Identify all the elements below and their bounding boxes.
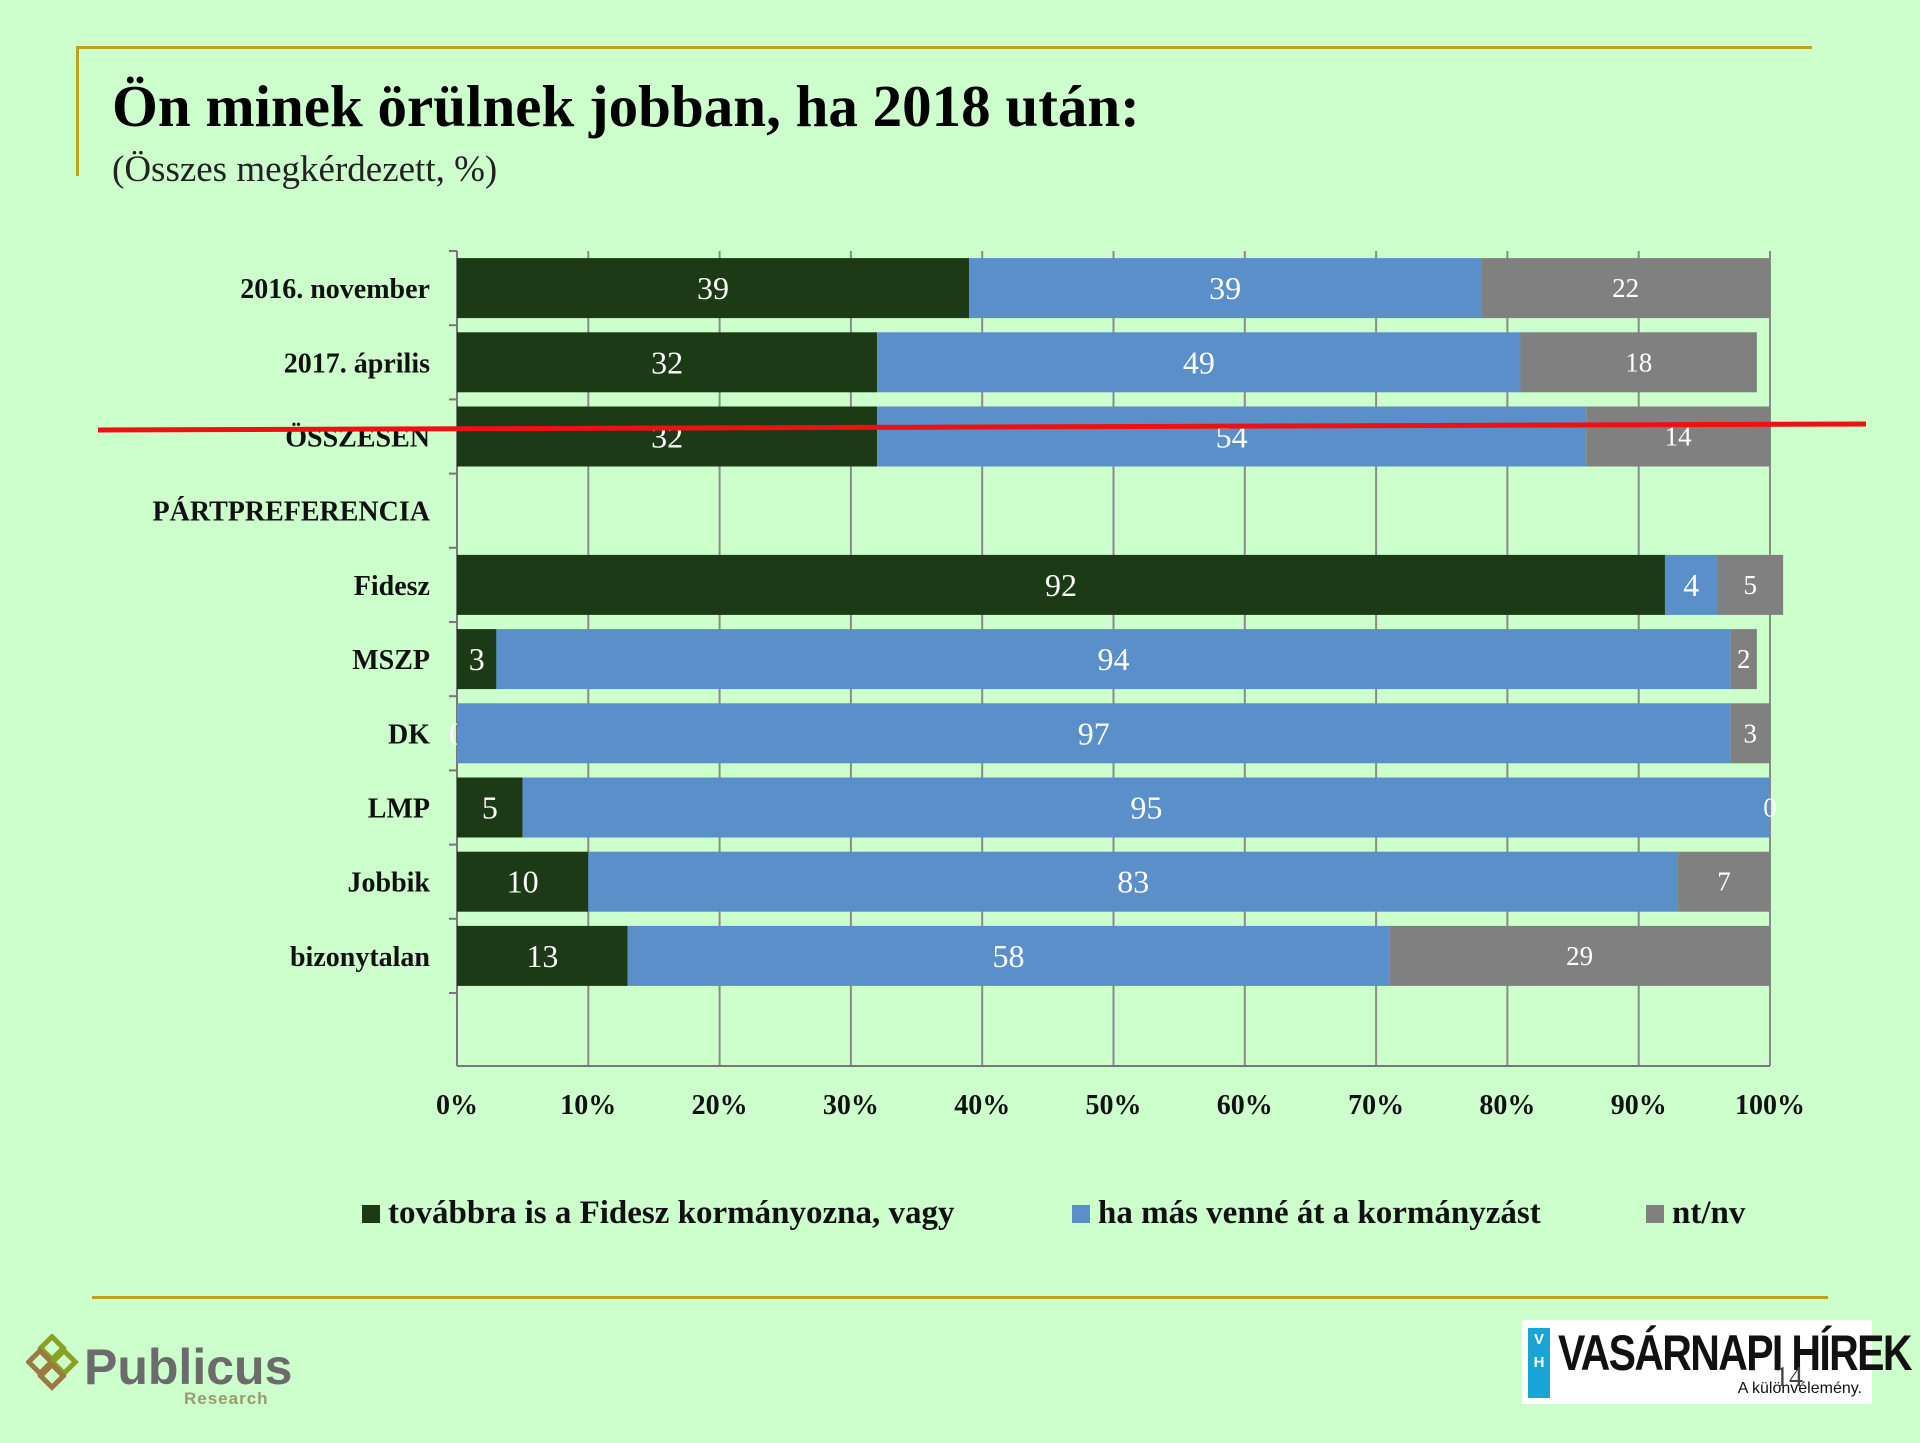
page-title: Ön minek örülnek jobban, ha 2018 után: (112, 73, 1140, 139)
page-subtitle: (Összes megkérdezett, %) (112, 149, 498, 190)
data-label: 83 (1117, 864, 1149, 900)
legend-label-ntnv: nt/nv (1672, 1195, 1746, 1231)
bar-segment (457, 406, 878, 467)
frame-top-line (76, 46, 1812, 49)
vh-tagline: A különvélemény. (1737, 1380, 1862, 1397)
vh-badge: V H (1528, 1328, 1550, 1398)
chart-legend: továbbra is a Fidesz kormányozna, vagy h… (0, 1195, 1920, 1245)
data-label: 49 (1183, 344, 1215, 380)
data-label: 95 (1130, 790, 1162, 826)
category-label: 2016. november (240, 274, 430, 305)
legend-label-fidesz: továbbra is a Fidesz kormányozna, vagy (388, 1195, 955, 1231)
legend-swatch-other (1072, 1204, 1090, 1223)
x-tick-label: 50% (1086, 1090, 1142, 1121)
bar-segment (457, 777, 523, 838)
bar-segment (457, 629, 497, 690)
data-label: 10 (507, 864, 539, 900)
bar-segment (877, 332, 1521, 393)
data-label: 7 (1717, 867, 1731, 897)
data-label: 18 (1625, 347, 1652, 377)
bar-segment (877, 406, 1587, 467)
publicus-diamond-icon (25, 1333, 79, 1391)
bar-segment (969, 258, 1482, 319)
data-label: 32 (651, 419, 683, 455)
bar-segment (1586, 406, 1770, 467)
bar-segment (1481, 258, 1770, 319)
data-label: 22 (1612, 273, 1639, 303)
bar-segment (522, 777, 1770, 838)
legend-label-other: ha más venné át a kormányzást (1098, 1195, 1541, 1231)
category-label: PÁRTPREFERENCIA (153, 497, 431, 528)
bar-segment (457, 258, 970, 319)
bar-segment (1717, 554, 1784, 615)
frame-left-line (76, 46, 79, 176)
publicus-logo: Publicus Research (25, 1333, 292, 1414)
category-label: DK (388, 719, 430, 750)
category-label: MSZP (352, 645, 430, 676)
bar-segment (627, 925, 1390, 986)
bar-segment (457, 925, 628, 986)
data-label: 3 (469, 641, 485, 677)
vasarnapi-hirek-logo: V H VASÁRNAPI HÍREK A különvélemény. (1522, 1320, 1912, 1404)
data-label: 4 (1683, 567, 1699, 603)
legend-swatch-fidesz (362, 1204, 380, 1223)
red-divider-line (97, 421, 1867, 433)
data-label: 39 (697, 270, 729, 306)
bar-segment (457, 703, 1731, 764)
x-tick-label: 30% (823, 1090, 879, 1121)
x-tick-label: 10% (560, 1090, 616, 1121)
data-label: 39 (1209, 270, 1241, 306)
data-label: 5 (482, 790, 498, 826)
data-label: 0 (1763, 793, 1777, 823)
data-label: 13 (526, 938, 558, 974)
data-label: 92 (1045, 567, 1077, 603)
legend-item-ntnv: nt/nv (1646, 1195, 1745, 1232)
category-label: 2017. április (284, 348, 430, 379)
page-number: 14 (1775, 1362, 1803, 1393)
data-label: 58 (992, 938, 1024, 974)
category-label: bizonytalan (290, 942, 430, 973)
bar-segment (457, 554, 1665, 615)
data-label: 29 (1566, 941, 1593, 971)
bar-segment (1730, 629, 1757, 690)
bar-segment (588, 851, 1679, 912)
bar-segment (1520, 332, 1757, 393)
legend-item-fidesz: továbbra is a Fidesz kormányozna, vagy (362, 1195, 955, 1232)
frame-bottom-line (92, 1296, 1828, 1299)
bar-segment (1730, 703, 1770, 764)
x-tick-label: 100% (1735, 1090, 1805, 1121)
category-label: Jobbik (348, 868, 431, 899)
data-label: 3 (1744, 718, 1758, 748)
publicus-sub: Research (184, 1389, 269, 1408)
legend-item-other: ha más venné át a kormányzást (1072, 1195, 1541, 1232)
data-label: 5 (1744, 570, 1758, 600)
bar-segment (1389, 925, 1770, 986)
x-tick-label: 0% (436, 1090, 478, 1121)
x-tick-label: 80% (1479, 1090, 1535, 1121)
x-tick-label: 40% (954, 1090, 1010, 1121)
publicus-name: Publicus (84, 1339, 293, 1395)
bar-segment (457, 851, 589, 912)
category-label: LMP (368, 794, 430, 825)
data-label: 32 (651, 344, 683, 380)
data-label: 97 (1078, 715, 1110, 751)
bar-segment (1678, 851, 1770, 912)
x-tick-label: 70% (1348, 1090, 1404, 1121)
category-label: Fidesz (354, 571, 430, 602)
x-tick-label: 20% (692, 1090, 748, 1121)
x-tick-label: 60% (1217, 1090, 1273, 1121)
bar-segment (457, 332, 878, 393)
vh-name: VASÁRNAPI HÍREK (1558, 1325, 1912, 1381)
bar-segment (496, 629, 1731, 690)
x-tick-label: 90% (1611, 1090, 1667, 1121)
bar-segment (1664, 554, 1718, 615)
data-label: 2 (1737, 644, 1751, 674)
legend-swatch-ntnv (1646, 1204, 1664, 1223)
data-label: 94 (1098, 641, 1130, 677)
